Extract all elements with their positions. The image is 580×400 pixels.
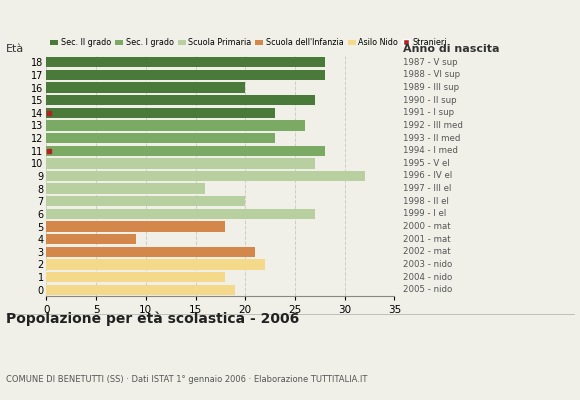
Bar: [46, 221, 226, 232]
Bar: [46, 234, 136, 244]
Bar: [46, 171, 365, 181]
Text: 1987 - V sup: 1987 - V sup: [403, 58, 458, 67]
Text: 1990 - II sup: 1990 - II sup: [403, 96, 456, 105]
Bar: [46, 95, 315, 105]
Text: 2005 - nido: 2005 - nido: [403, 285, 452, 294]
Bar: [46, 158, 315, 168]
Bar: [46, 133, 275, 143]
Bar: [46, 272, 226, 282]
Bar: [46, 82, 245, 93]
Text: Età: Età: [6, 44, 24, 54]
Bar: [46, 247, 255, 257]
Bar: [46, 259, 265, 270]
Text: COMUNE DI BENETUTTI (SS) · Dati ISTAT 1° gennaio 2006 · Elaborazione TUTTITALIA.: COMUNE DI BENETUTTI (SS) · Dati ISTAT 1°…: [6, 375, 367, 384]
Text: 1996 - IV el: 1996 - IV el: [403, 172, 452, 180]
Text: 2003 - nido: 2003 - nido: [403, 260, 452, 269]
Text: 2004 - nido: 2004 - nido: [403, 272, 452, 282]
Text: 2002 - mat: 2002 - mat: [403, 247, 451, 256]
Text: 2001 - mat: 2001 - mat: [403, 235, 451, 244]
Text: 1993 - II med: 1993 - II med: [403, 134, 461, 143]
Text: Popolazione per età scolastica - 2006: Popolazione per età scolastica - 2006: [6, 312, 299, 326]
Bar: [46, 57, 325, 68]
Text: 1991 - I sup: 1991 - I sup: [403, 108, 454, 117]
Bar: [46, 209, 315, 219]
Text: 1989 - III sup: 1989 - III sup: [403, 83, 459, 92]
Bar: [46, 196, 245, 206]
Text: 1988 - VI sup: 1988 - VI sup: [403, 70, 460, 80]
Text: Anno di nascita: Anno di nascita: [403, 44, 499, 54]
Text: 1997 - III el: 1997 - III el: [403, 184, 451, 193]
Bar: [46, 120, 305, 131]
Legend: Sec. II grado, Sec. I grado, Scuola Primaria, Scuola dell'Infanzia, Asilo Nido, : Sec. II grado, Sec. I grado, Scuola Prim…: [50, 38, 447, 47]
Bar: [46, 70, 325, 80]
Text: 1994 - I med: 1994 - I med: [403, 146, 458, 155]
Text: 1995 - V el: 1995 - V el: [403, 159, 450, 168]
Bar: [46, 146, 325, 156]
Bar: [46, 108, 275, 118]
Bar: [46, 284, 235, 295]
Text: 1998 - II el: 1998 - II el: [403, 197, 449, 206]
Text: 1992 - III med: 1992 - III med: [403, 121, 463, 130]
Text: 1999 - I el: 1999 - I el: [403, 209, 447, 218]
Bar: [46, 184, 205, 194]
Text: 2000 - mat: 2000 - mat: [403, 222, 451, 231]
